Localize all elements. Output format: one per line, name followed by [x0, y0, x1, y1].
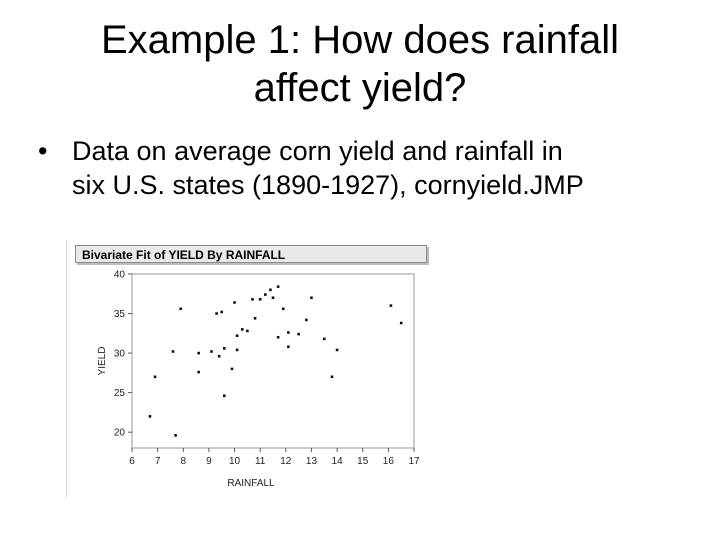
data-point — [222, 394, 226, 398]
x-tick-label: 10 — [229, 456, 241, 467]
data-point — [251, 298, 254, 301]
data-point — [210, 350, 213, 353]
y-axis-label: YIELD — [97, 347, 108, 376]
plot-area-frame — [131, 273, 415, 449]
data-point — [197, 370, 200, 374]
chart-title: Bivariate Fit of YIELD By RAINFALL — [75, 245, 427, 263]
data-point — [153, 375, 157, 379]
data-point — [305, 318, 308, 322]
slide-title: Example 1: How does rainfall affect yiel… — [0, 16, 720, 112]
data-point — [276, 285, 280, 288]
y-tick-label: 35 — [114, 309, 126, 320]
bullet-icon: • — [38, 136, 48, 166]
data-point — [235, 348, 239, 352]
y-tick-label: 40 — [114, 270, 126, 281]
data-point — [174, 434, 177, 437]
x-tick-label: 16 — [383, 456, 395, 467]
data-point — [281, 307, 285, 311]
data-point — [246, 329, 249, 333]
x-tick-label: 8 — [180, 456, 186, 467]
bullet-text-line-1: Data on average corn yield and rainfall … — [72, 136, 563, 166]
bullet-point: • Data on average corn yield and rainfal… — [38, 134, 708, 202]
x-tick-label: 17 — [408, 456, 420, 467]
data-point — [171, 350, 175, 353]
data-point — [264, 293, 267, 296]
data-point — [215, 312, 218, 315]
data-point — [269, 288, 272, 292]
data-point — [217, 354, 221, 358]
data-point — [179, 307, 183, 311]
jmp-report-frame: Bivariate Fit of YIELD By RAINFALL 6 7 8 9 1… — [66, 240, 431, 498]
data-point — [235, 334, 239, 337]
scatter-plot: 6 7 8 9 10 11 12 13 14 15 16 17 20 25 30 35 40 RAINFALL YI… — [97, 270, 420, 490]
y-tick-label: 20 — [114, 428, 126, 439]
data-point — [310, 296, 313, 300]
data-point — [220, 310, 224, 314]
y-tick-label: 30 — [114, 349, 126, 360]
data-point — [197, 351, 200, 355]
x-tick-label: 15 — [357, 456, 369, 467]
data-point — [287, 331, 290, 334]
data-point — [276, 335, 280, 339]
data-point — [399, 321, 403, 325]
x-tick-label: 11 — [255, 456, 266, 467]
x-tick-label: 7 — [155, 456, 161, 467]
data-point — [287, 345, 290, 349]
data-point — [240, 328, 244, 331]
data-point — [271, 296, 275, 300]
x-tick-label: 13 — [306, 456, 318, 467]
data-point — [330, 375, 334, 379]
data-point — [335, 348, 339, 352]
x-tick-label: 9 — [206, 456, 212, 467]
data-point — [233, 301, 236, 304]
x-axis-label: RAINFALL — [227, 478, 275, 489]
x-tick-label: 14 — [332, 456, 344, 467]
data-point — [222, 347, 226, 350]
data-point — [148, 415, 152, 418]
data-point — [230, 367, 234, 371]
slide-title-line-1: Example 1: How does rainfall — [100, 18, 620, 62]
y-tick-label: 25 — [114, 388, 126, 399]
data-point — [253, 316, 257, 320]
bullet-text-line-2: six U.S. states (1890-1927), cornyield.J… — [72, 170, 584, 200]
data-point — [322, 337, 326, 341]
data-point — [297, 332, 300, 336]
data-point — [258, 298, 262, 301]
x-tick-label: 6 — [129, 456, 135, 467]
x-tick-label: 12 — [280, 456, 292, 467]
slide-title-line-2: affect yield? — [253, 66, 467, 110]
data-point — [389, 304, 393, 307]
